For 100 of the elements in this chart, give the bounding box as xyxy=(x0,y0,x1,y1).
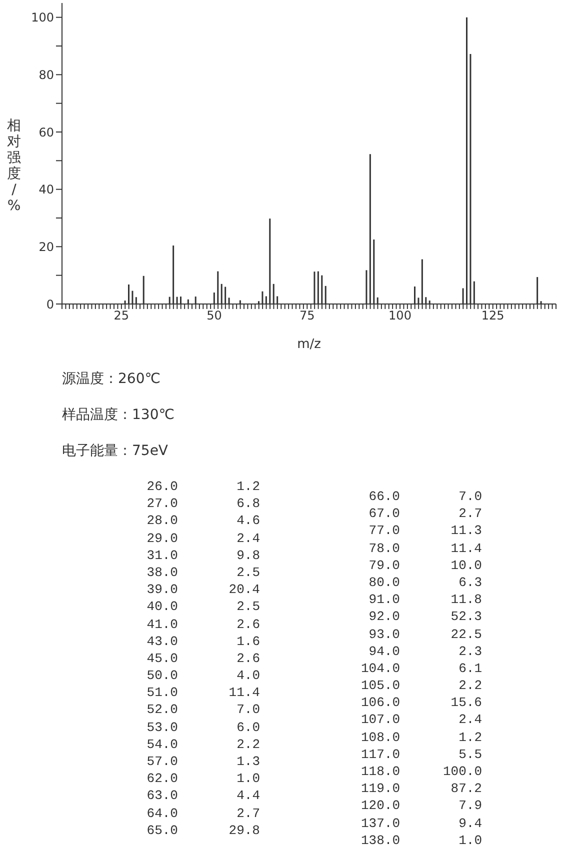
text: 38.0 xyxy=(146,564,178,582)
text: 119.0 xyxy=(360,780,400,798)
text: 4.0 xyxy=(236,667,260,684)
text: 2.7 xyxy=(458,505,482,522)
text: 9.4 xyxy=(458,814,482,832)
y-tick-label: 0 xyxy=(46,297,54,312)
x-tick-label: 75 xyxy=(300,308,315,323)
text: 2.4 xyxy=(236,530,260,547)
text: 87.2 xyxy=(450,780,482,798)
text: 15.6 xyxy=(450,694,482,712)
text: 样品温度：130℃ xyxy=(62,406,174,424)
text: 117.0 xyxy=(360,746,400,763)
text: 20.4 xyxy=(228,581,260,598)
text: 1.3 xyxy=(236,753,260,770)
text: 92.0 xyxy=(368,608,400,626)
text: 1.6 xyxy=(236,632,260,650)
text: 11.8 xyxy=(450,591,482,608)
text: 1.0 xyxy=(236,770,260,788)
text: 电子能量：75eV xyxy=(62,442,168,460)
text: 10.0 xyxy=(450,556,482,574)
text: 106.0 xyxy=(360,694,400,712)
text: 40.0 xyxy=(146,598,178,616)
text: 2.5 xyxy=(236,564,260,582)
text: 91.0 xyxy=(368,591,400,608)
text: 120.0 xyxy=(360,797,400,815)
text: 80.0 xyxy=(368,574,400,592)
text: 7.9 xyxy=(458,797,482,815)
text: 57.0 xyxy=(146,753,178,770)
text: 39.0 xyxy=(146,581,178,598)
text: 1.2 xyxy=(236,478,260,496)
text: 118.0 xyxy=(360,763,400,780)
text: 4.6 xyxy=(236,512,260,530)
y-tick-label: 60 xyxy=(38,125,54,140)
text: 137.0 xyxy=(360,814,400,832)
text: 6.1 xyxy=(458,660,482,678)
text: 29.0 xyxy=(146,530,178,547)
text: 31.0 xyxy=(146,546,178,564)
text: 53.0 xyxy=(146,718,178,736)
y-tick-label: 40 xyxy=(38,182,54,197)
text: 64.0 xyxy=(146,804,178,822)
text: 源温度：260℃ xyxy=(62,370,160,388)
text: 105.0 xyxy=(360,677,400,694)
text: 7.0 xyxy=(236,701,260,719)
text: 2.2 xyxy=(458,677,482,694)
text: 77.0 xyxy=(368,522,400,540)
text: 62.0 xyxy=(146,770,178,788)
text: 4.4 xyxy=(236,787,260,805)
text: 11.3 xyxy=(450,522,482,540)
text: 41.0 xyxy=(146,616,178,633)
text: 2.5 xyxy=(236,598,260,616)
text: 27.0 xyxy=(146,495,178,512)
text: 50.0 xyxy=(146,667,178,684)
text: 2.6 xyxy=(236,650,260,668)
text: 9.8 xyxy=(236,546,260,564)
text: 6.8 xyxy=(236,495,260,512)
text: 79.0 xyxy=(368,556,400,574)
text: 54.0 xyxy=(146,736,178,753)
text: 43.0 xyxy=(146,632,178,650)
text: 107.0 xyxy=(360,711,400,729)
text: 63.0 xyxy=(146,787,178,805)
text: 11.4 xyxy=(228,684,260,702)
text: 93.0 xyxy=(368,626,400,643)
text: 45.0 xyxy=(146,650,178,668)
text: 2.2 xyxy=(236,736,260,753)
x-tick-label: 50 xyxy=(206,308,222,323)
text: 28.0 xyxy=(146,512,178,530)
y-tick-label: 100 xyxy=(31,10,54,25)
text: 2.6 xyxy=(236,616,260,633)
text: 1.0 xyxy=(458,832,482,849)
text: 138.0 xyxy=(360,832,400,849)
text: 94.0 xyxy=(368,642,400,660)
y-tick-label: 80 xyxy=(38,68,54,82)
text: 65.0 xyxy=(146,822,178,839)
text: 7.0 xyxy=(458,488,482,506)
text: 2.7 xyxy=(236,804,260,822)
text: 51.0 xyxy=(146,684,178,702)
text: 11.4 xyxy=(450,540,482,557)
text: 22.5 xyxy=(450,626,482,643)
text: 104.0 xyxy=(360,660,400,678)
text: 6.0 xyxy=(236,718,260,736)
text: 78.0 xyxy=(368,540,400,557)
x-axis-title: m/z xyxy=(297,337,322,352)
text: 2.3 xyxy=(458,642,482,660)
text: 67.0 xyxy=(368,505,400,522)
y-axis-title: 相对强度/% xyxy=(7,118,21,214)
text: 29.8 xyxy=(228,822,260,839)
text: 1.2 xyxy=(458,728,482,746)
text: 52.0 xyxy=(146,701,178,719)
text: 100.0 xyxy=(442,763,482,780)
text: 2.4 xyxy=(458,711,482,729)
text: 52.3 xyxy=(450,608,482,626)
text: 108.0 xyxy=(360,728,400,746)
x-tick-label: 125 xyxy=(481,308,504,323)
y-tick-label: 20 xyxy=(38,240,54,254)
x-tick-label: 100 xyxy=(388,308,412,323)
text: 66.0 xyxy=(368,488,400,506)
text: 5.5 xyxy=(458,746,482,763)
x-tick-label: 25 xyxy=(114,308,130,323)
text: 26.0 xyxy=(146,478,178,496)
text: 6.3 xyxy=(458,574,482,592)
